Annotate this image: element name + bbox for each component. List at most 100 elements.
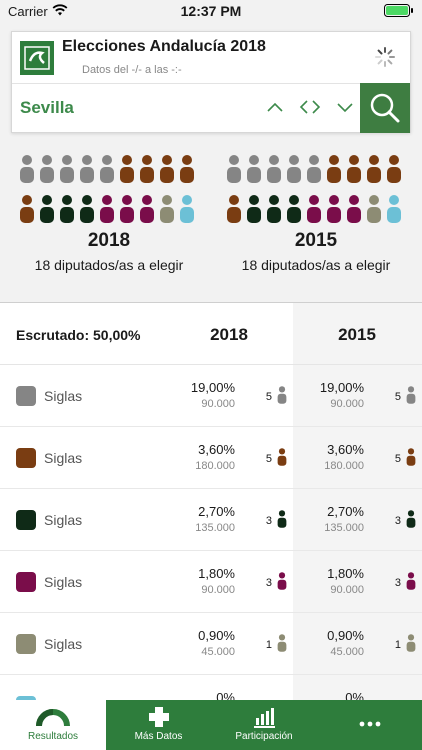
column-header-2015: 2015 xyxy=(338,325,376,344)
seat-person-icon xyxy=(286,155,302,183)
tab-label: Más Datos xyxy=(134,731,183,742)
seat-person-icon xyxy=(59,155,75,183)
votes-2015: 45.000 xyxy=(330,646,364,658)
percent-2018: 2,70% xyxy=(198,504,235,519)
percent-2018: 0% xyxy=(216,690,235,700)
seat-person-icon xyxy=(179,155,195,183)
votes-2018: 90.000 xyxy=(201,584,235,596)
seat-person-icon xyxy=(366,155,382,183)
seat-person-icon xyxy=(326,195,342,223)
seat-person-icon xyxy=(139,155,155,183)
seats-2018: 3 xyxy=(265,577,272,589)
status-bar: Carrier 12:37 PM xyxy=(0,0,422,24)
votes-2015: 90.000 xyxy=(330,584,364,596)
seat-person-icon xyxy=(346,155,362,183)
seats-2015: 5 xyxy=(394,453,401,465)
page-title: Elecciones Andalucía 2018 xyxy=(62,38,266,55)
seat-person-icon xyxy=(19,195,35,223)
votes-2018: 180.000 xyxy=(195,460,235,472)
header-card: Elecciones Andalucía 2018 Datos del -/- … xyxy=(11,31,411,133)
seat-person-icon xyxy=(366,195,382,223)
seat-person-icon xyxy=(39,155,55,183)
seat-person-icon xyxy=(179,195,195,223)
results-table[interactable]: Escrutado: 50,00% 2018 2015 Siglas 19,00%… xyxy=(0,302,422,700)
party-color-swatch xyxy=(16,572,36,592)
year-label: 2018 xyxy=(87,230,131,251)
seat-person-icon xyxy=(39,195,55,223)
scrutiny-label: Escrutado: 50,00% xyxy=(16,327,141,343)
party-name: Siglas xyxy=(44,388,83,404)
seat-icons-row xyxy=(19,195,199,225)
seats-to-elect-label: 18 diputados/as a elegir xyxy=(34,257,184,273)
tab-more[interactable] xyxy=(317,700,422,750)
seats-2015: 3 xyxy=(394,577,401,589)
table-row[interactable]: Siglas 2,70% 135.000 3 2,70% 135.000 3 xyxy=(0,489,422,551)
chevron-down-icon[interactable] xyxy=(334,96,356,118)
wifi-icon xyxy=(52,4,68,16)
table-row[interactable]: Siglas 0,90% 45.000 1 0,90% 45.000 1 xyxy=(0,613,422,675)
votes-2018: 45.000 xyxy=(201,646,235,658)
seat-person-icon xyxy=(277,633,287,653)
seats-2018: 3 xyxy=(265,515,272,527)
seat-person-icon xyxy=(139,195,155,223)
seat-person-icon xyxy=(99,195,115,223)
seats-2018: 5 xyxy=(265,453,272,465)
table-row[interactable]: 0% 0% xyxy=(0,675,422,700)
search-icon xyxy=(370,93,400,123)
seat-person-icon xyxy=(226,195,242,223)
clock: 12:37 PM xyxy=(180,3,242,19)
year-label: 2015 xyxy=(294,230,338,251)
bar-chart-icon xyxy=(254,708,275,728)
tab-resultados[interactable]: Resultados xyxy=(0,700,106,750)
seat-person-icon xyxy=(406,385,416,405)
seat-icons-row xyxy=(226,195,406,225)
tab-label: Resultados xyxy=(27,731,79,742)
seat-person-icon xyxy=(346,195,362,223)
seat-person-icon xyxy=(19,155,35,183)
table-row[interactable]: Siglas 3,60% 180.000 5 3,60% 180.000 5 xyxy=(0,427,422,489)
carrier-label: Carrier xyxy=(8,4,48,19)
seat-person-icon xyxy=(406,509,416,529)
region-selector[interactable]: Sevilla xyxy=(20,98,74,117)
percent-2018: 0,90% xyxy=(198,628,235,643)
search-button[interactable] xyxy=(360,83,410,133)
table-row[interactable]: Siglas 19,00% 90.000 5 19,00% 90.000 5 xyxy=(0,365,422,427)
seat-person-icon xyxy=(226,155,242,183)
seats-2018: 5 xyxy=(265,391,272,403)
chevron-up-icon[interactable] xyxy=(264,96,286,118)
tab-mas-datos[interactable]: Más Datos xyxy=(106,700,211,750)
more-icon xyxy=(359,721,380,727)
seat-person-icon xyxy=(277,447,287,467)
seat-summary: 2018 18 diputados/as a elegir 2015 18 di… xyxy=(0,150,422,300)
percent-2015: 0,90% xyxy=(327,628,364,643)
battery-icon xyxy=(384,4,413,17)
seats-2015: 1 xyxy=(394,639,401,651)
seats-2018: 1 xyxy=(265,639,272,651)
update-time-label: Datos del -/- a las -:- xyxy=(82,64,182,76)
seat-person-icon xyxy=(277,385,287,405)
votes-2015: 180.000 xyxy=(324,460,364,472)
column-header-2018: 2018 xyxy=(210,325,248,344)
seat-person-icon xyxy=(306,155,322,183)
percent-2018: 3,60% xyxy=(198,442,235,457)
code-brackets-icon[interactable] xyxy=(299,96,321,118)
seat-person-icon xyxy=(119,155,135,183)
seat-person-icon xyxy=(277,509,287,529)
plus-icon xyxy=(148,707,169,727)
seat-person-icon xyxy=(246,155,262,183)
percent-2015: 0% xyxy=(345,690,364,700)
seats-2015: 3 xyxy=(394,515,401,527)
gauge-icon xyxy=(36,709,70,727)
table-row[interactable]: Siglas 1,80% 90.000 3 1,80% 90.000 3 xyxy=(0,551,422,613)
tab-participacion[interactable]: Participación xyxy=(211,700,317,750)
seat-person-icon xyxy=(286,195,302,223)
seat-person-icon xyxy=(386,195,402,223)
seat-icons-row xyxy=(19,155,199,185)
party-color-swatch xyxy=(16,510,36,530)
party-name: Siglas xyxy=(44,636,83,652)
seat-person-icon xyxy=(306,195,322,223)
votes-2015: 90.000 xyxy=(330,398,364,410)
party-name: Siglas xyxy=(44,450,83,466)
party-name: Siglas xyxy=(44,574,83,590)
tab-label: Participación xyxy=(235,731,293,742)
